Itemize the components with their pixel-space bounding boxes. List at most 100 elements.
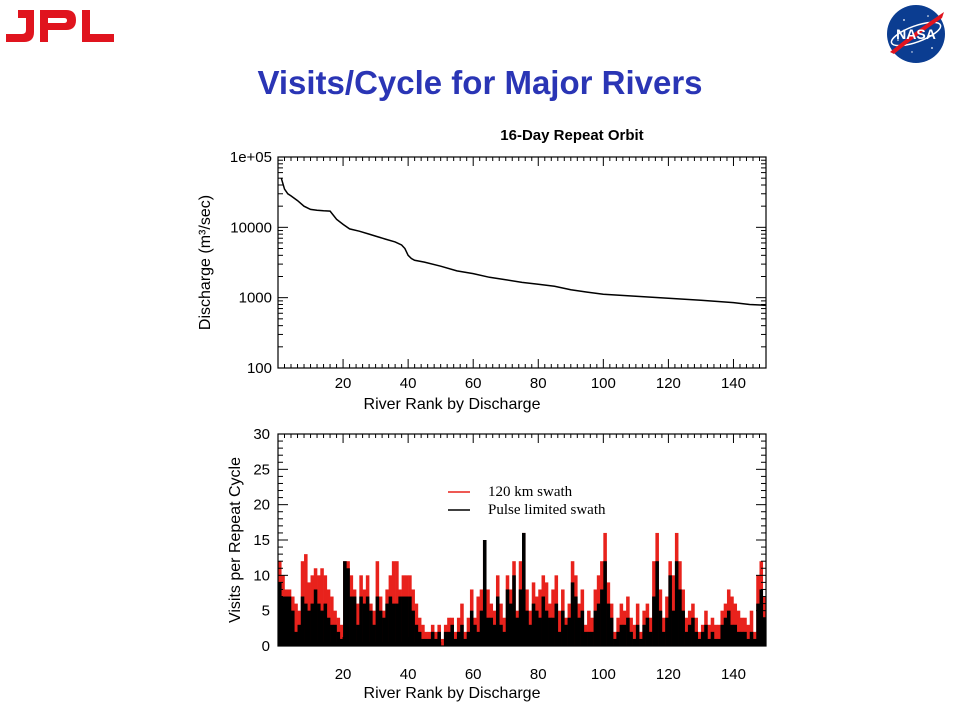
chart2-bar-120km bbox=[590, 617, 594, 646]
chart2-bar-pulse bbox=[752, 638, 757, 646]
chart2-y-tick-label: 15 bbox=[253, 532, 270, 549]
chart2-bar-pulse bbox=[453, 638, 458, 646]
chart1-x-tick-label: 80 bbox=[530, 375, 547, 392]
chart2-bar-pulse bbox=[297, 624, 302, 646]
chart1-y-axis-label: Discharge (m³/sec) bbox=[197, 195, 214, 330]
chart2-bar-pulse bbox=[749, 631, 754, 646]
chart2-bar-120km bbox=[661, 617, 666, 646]
chart2-bar-pulse bbox=[352, 596, 357, 646]
chart2-bar-pulse bbox=[278, 582, 282, 646]
chart2-bar-pulse bbox=[639, 638, 643, 646]
chart1-y-tick-label: 100 bbox=[247, 360, 272, 377]
chart2-bar-pulse bbox=[369, 610, 373, 646]
chart2-bar-pulse bbox=[362, 603, 367, 646]
chart2-bar-pulse bbox=[528, 624, 533, 646]
chart2-bar-pulse bbox=[626, 617, 630, 646]
chart2-x-tick-label: 20 bbox=[335, 666, 352, 683]
chart2-bar-pulse bbox=[330, 624, 334, 646]
chart2-bar-pulse bbox=[323, 603, 328, 646]
chart2-bar-pulse bbox=[733, 624, 738, 646]
chart2-bar-pulse bbox=[596, 603, 601, 646]
chart2-bar-pulse bbox=[736, 631, 741, 646]
chart2-bar-pulse bbox=[427, 638, 432, 646]
chart2-bar-pulse bbox=[684, 631, 689, 646]
chart2-bar-pulse bbox=[512, 575, 516, 646]
chart2-bar-pulse bbox=[531, 603, 536, 646]
chart2-bar-pulse bbox=[730, 624, 734, 646]
chart2-bar-pulse bbox=[434, 638, 438, 646]
chart2-bar-pulse bbox=[502, 631, 507, 646]
chart2-bar-120km bbox=[440, 638, 445, 646]
chart2-bar-120km bbox=[713, 624, 718, 646]
chart2-bar-pulse bbox=[499, 624, 503, 646]
chart2-bar-pulse bbox=[668, 575, 672, 646]
chart2-bar-pulse bbox=[505, 589, 510, 646]
chart2-bar-120km bbox=[616, 617, 620, 646]
chart2-bar-pulse bbox=[336, 631, 341, 646]
chart2-bar-pulse bbox=[343, 561, 347, 646]
chart1-y-tick-label: 1000 bbox=[239, 290, 272, 307]
chart2-bar-120km bbox=[629, 617, 633, 646]
chart2-bar-pulse bbox=[525, 610, 529, 646]
chart2-bar-pulse bbox=[346, 568, 350, 646]
chart2-bar-pulse bbox=[681, 610, 685, 646]
chart2-bar-120km bbox=[736, 610, 741, 646]
chart2-bar-pulse bbox=[356, 624, 360, 646]
chart2-bar-pulse bbox=[583, 631, 588, 646]
chart2-bar-pulse bbox=[326, 617, 331, 646]
chart2-bar-pulse bbox=[535, 610, 539, 646]
chart2-bar-pulse bbox=[609, 617, 614, 646]
chart2-bar-pulse bbox=[544, 610, 549, 646]
chart2-bar-120km bbox=[456, 617, 461, 646]
chart2-bar-120km bbox=[710, 617, 715, 646]
chart2-bar-pulse bbox=[320, 610, 324, 646]
chart2-bar-120km bbox=[421, 624, 425, 646]
chart2-bar-pulse bbox=[515, 617, 520, 646]
chart2-bar-pulse bbox=[489, 617, 494, 646]
chart2-bar-pulse bbox=[469, 610, 474, 646]
chart2-bar-pulse bbox=[665, 617, 669, 646]
chart2-bar-pulse bbox=[482, 540, 487, 646]
chart2-y-tick-label: 30 bbox=[253, 426, 270, 443]
chart2-bar-120km bbox=[671, 575, 676, 646]
chart2-bar-pulse bbox=[713, 638, 718, 646]
chart2-bar-pulse bbox=[349, 596, 354, 646]
chart2-bar-pulse bbox=[739, 631, 744, 646]
chart2-bar-pulse bbox=[587, 631, 591, 646]
chart2-bar-pulse bbox=[723, 617, 728, 646]
chart2-y-axis-label: Visits per Repeat Cycle bbox=[227, 457, 244, 623]
chart2-bar-pulse bbox=[466, 631, 471, 646]
chart2-bar-pulse bbox=[313, 589, 318, 646]
chart1-x-tick-label: 60 bbox=[465, 375, 482, 392]
chart1-y-tick-label: 10000 bbox=[230, 219, 272, 236]
chart2-bar-pulse bbox=[437, 631, 441, 646]
jpl-logo bbox=[6, 10, 114, 42]
chart2-bar-pulse bbox=[616, 631, 620, 646]
chart2-bar-pulse bbox=[635, 624, 640, 646]
chart2-bar-120km bbox=[502, 617, 507, 646]
chart2-bar-pulse bbox=[518, 589, 523, 646]
chart2-bar-pulse bbox=[421, 638, 425, 646]
chart1-plot-frame bbox=[277, 156, 767, 369]
chart2-bar-pulse bbox=[746, 638, 751, 646]
chart2-bar-pulse bbox=[473, 624, 477, 646]
chart2-bar-pulse bbox=[671, 610, 676, 646]
chart2-bar-pulse bbox=[622, 624, 627, 646]
chart2-bar-pulse bbox=[564, 624, 568, 646]
chart2-bar-pulse bbox=[310, 603, 315, 646]
chart2-bar-120km bbox=[694, 617, 698, 646]
chart2-bar-pulse bbox=[655, 561, 659, 646]
chart2-bar-pulse bbox=[317, 603, 321, 646]
chart1-x-tick-label: 20 bbox=[335, 375, 352, 392]
chart2-legend-label: Pulse limited swath bbox=[488, 502, 606, 518]
chart2-bar-120km bbox=[336, 617, 341, 646]
chart2-bar-pulse bbox=[694, 631, 698, 646]
chart2-bar-pulse bbox=[557, 631, 562, 646]
chart1-x-tick-label: 140 bbox=[721, 375, 746, 392]
chart2-bar-pulse bbox=[554, 603, 559, 646]
chart2-bar-120km bbox=[447, 617, 451, 646]
chart2-bar-120km bbox=[417, 617, 422, 646]
chart2-bar-120km bbox=[648, 617, 653, 646]
chart2-bar-pulse bbox=[577, 617, 581, 646]
